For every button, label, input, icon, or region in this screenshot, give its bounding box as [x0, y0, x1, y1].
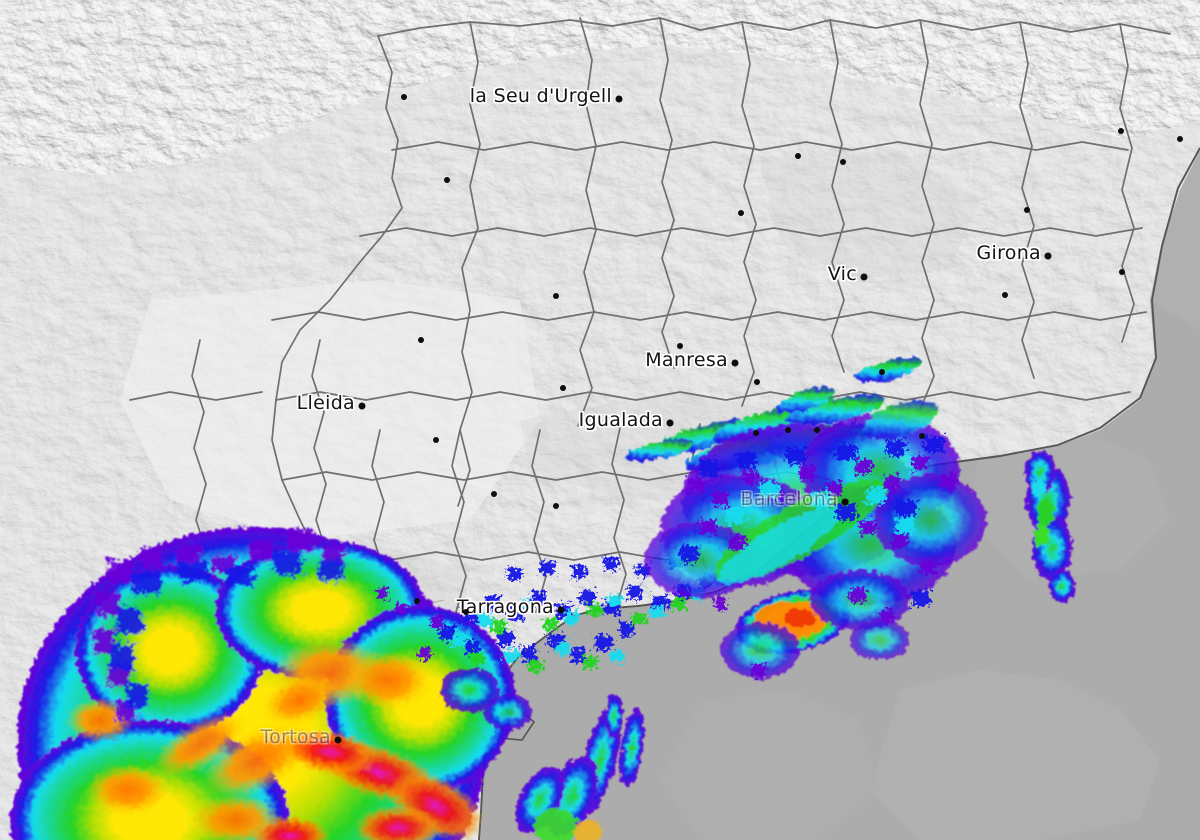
city-dot: [358, 402, 366, 410]
city-label: Igualada: [578, 409, 663, 431]
city-dot: [1044, 252, 1052, 260]
city-label: Lleida: [296, 392, 355, 414]
city-label: Barcelona: [740, 488, 838, 510]
radar-cell-offshore: [1025, 450, 1075, 602]
city-label: Manresa: [645, 349, 728, 371]
radar-cell-south-streaks: [440, 668, 645, 840]
city-label: Girona: [976, 242, 1041, 264]
city-label: Tortosa: [260, 726, 331, 748]
radar-cell-ebro-delta: [10, 527, 515, 840]
city-dot: [860, 273, 868, 281]
city-dot: [557, 606, 565, 614]
sea-variation: [660, 140, 1200, 840]
city-dot: [615, 95, 623, 103]
city-dot: [841, 498, 849, 506]
city-label: Tarragona: [456, 596, 554, 618]
city-dot: [731, 359, 739, 367]
city-dot: [334, 736, 342, 744]
city-dot: [666, 419, 674, 427]
city-label: la Seu d'Urgell: [469, 85, 612, 107]
city-label: Vic: [827, 263, 857, 285]
radar-pixels-barcelona: [680, 436, 956, 677]
